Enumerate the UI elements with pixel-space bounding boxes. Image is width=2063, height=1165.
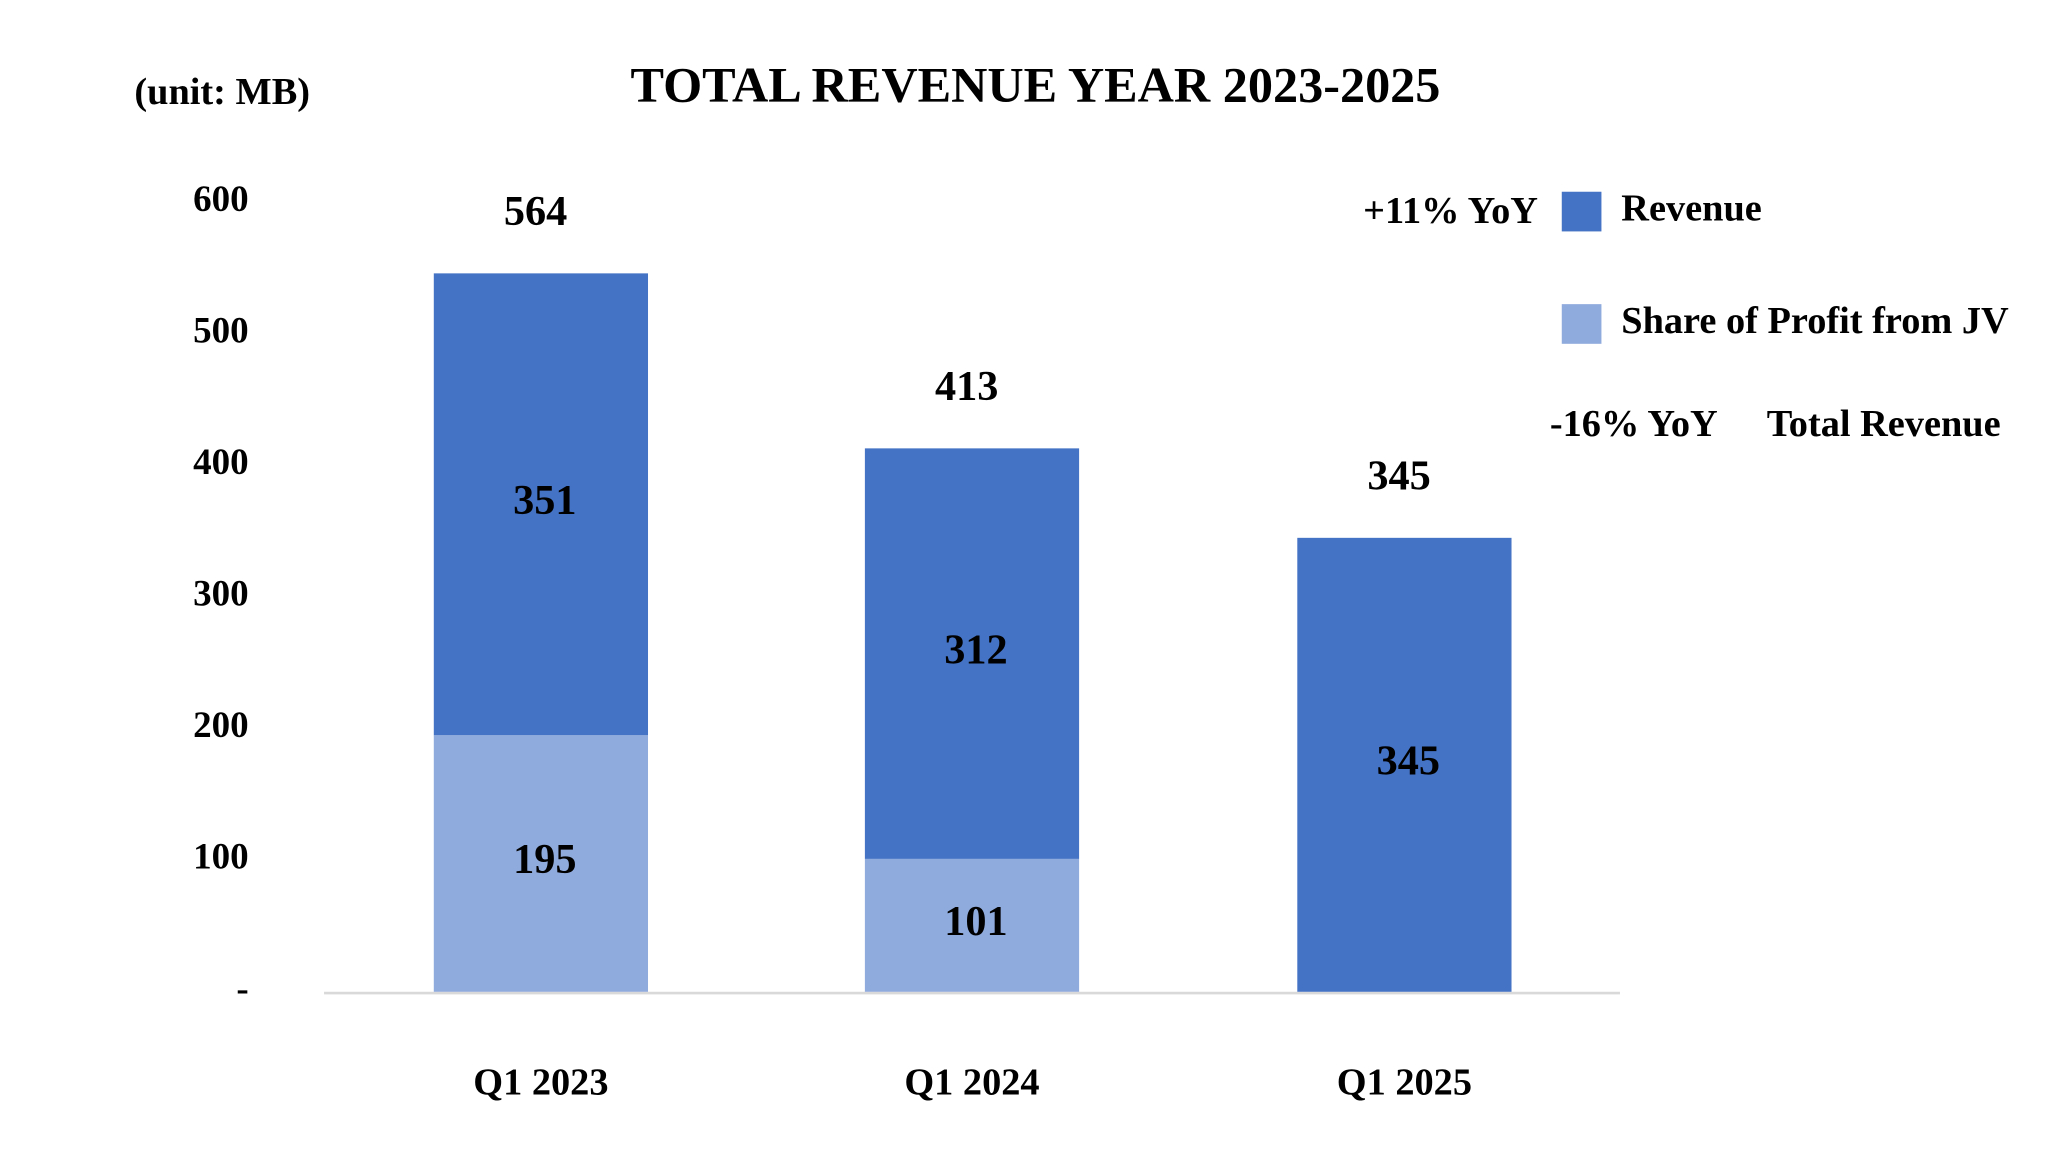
y-tick-label: 500 xyxy=(193,310,249,351)
x-tick-label: Q1 2023 xyxy=(473,1061,608,1103)
legend-label: Total Revenue xyxy=(1767,403,2001,445)
y-tick-label: 300 xyxy=(193,574,249,615)
total-label: 564 xyxy=(504,188,567,235)
legend-swatch xyxy=(1561,304,1602,344)
y-tick-label: 400 xyxy=(193,442,249,483)
bar-segment xyxy=(864,448,1080,859)
total-label: 345 xyxy=(1367,452,1430,499)
legend-swatch xyxy=(1561,191,1602,232)
bar-segment xyxy=(1297,537,1512,992)
total-label: 413 xyxy=(935,363,998,410)
y-tick-label: 200 xyxy=(193,705,249,746)
y-tick-label: - xyxy=(236,968,248,1009)
chart-title: TOTAL REVENUE YEAR 2023-2025 xyxy=(631,56,1441,112)
data-label: 195 xyxy=(513,836,576,883)
data-label: 351 xyxy=(513,477,576,524)
y-tick-label: 600 xyxy=(193,179,249,220)
legend-label: Share of Profit from JV xyxy=(1621,300,2009,342)
annotation: -16% YoY xyxy=(1550,403,1718,445)
bar-segment xyxy=(864,858,1080,992)
data-label: 101 xyxy=(944,898,1007,945)
bar-segment xyxy=(433,273,649,736)
unit-label: (unit: MB) xyxy=(134,71,310,113)
x-tick-label: Q1 2024 xyxy=(904,1061,1039,1103)
annotation: +11% YoY xyxy=(1363,190,1538,232)
y-tick-label: 100 xyxy=(193,837,249,878)
x-tick-label: Q1 2025 xyxy=(1337,1061,1472,1103)
data-label: 312 xyxy=(944,626,1007,673)
bar-segment xyxy=(433,735,649,992)
legend-label: Revenue xyxy=(1621,187,1762,229)
data-label: 345 xyxy=(1377,738,1440,785)
